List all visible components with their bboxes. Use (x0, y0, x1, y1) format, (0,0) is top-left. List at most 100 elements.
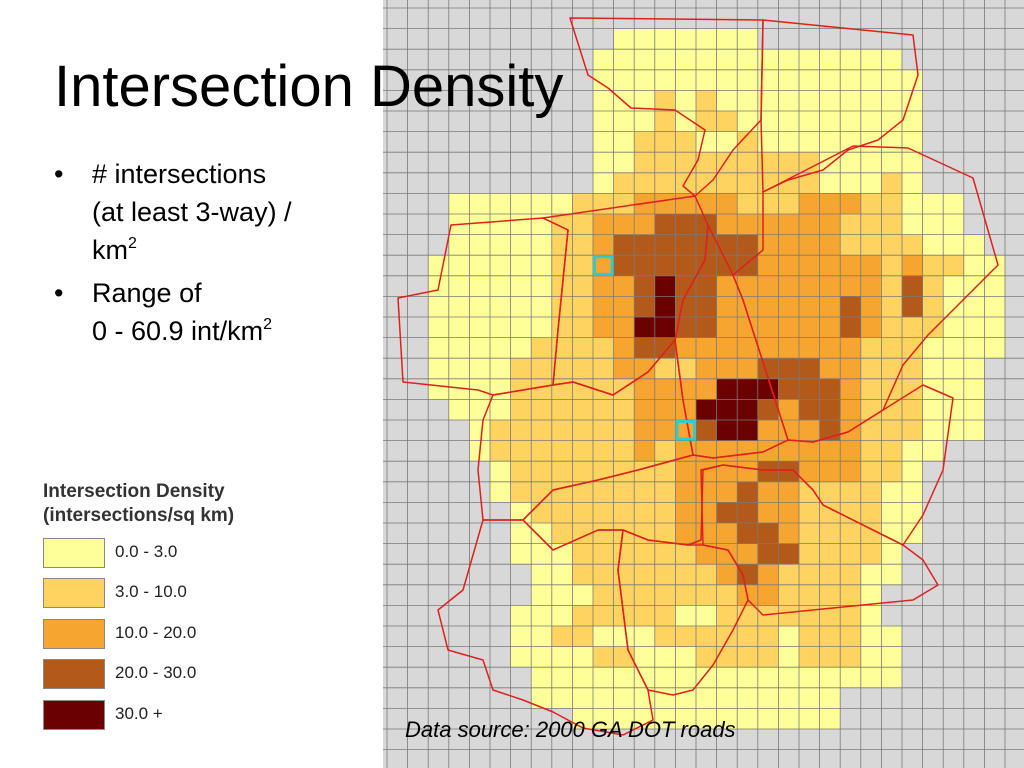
density-cell (778, 152, 799, 173)
density-cell (510, 296, 532, 317)
density-cell (490, 481, 511, 503)
density-cell (469, 378, 490, 400)
density-cell (881, 461, 902, 482)
density-cell (654, 440, 676, 462)
density-cell (551, 420, 573, 441)
density-cell (675, 69, 696, 91)
density-cell (716, 502, 738, 523)
density-cell (469, 296, 490, 317)
density-cell (613, 667, 635, 688)
density-cell (634, 358, 655, 379)
density-cell (551, 667, 573, 688)
density-cell (737, 193, 758, 214)
density-cell (737, 461, 758, 482)
density-cell (860, 358, 882, 379)
density-cell (634, 337, 655, 359)
density-cell (675, 111, 696, 132)
density-cell (737, 131, 758, 153)
density-cell (593, 358, 614, 379)
density-cell (613, 564, 635, 585)
density-cell (757, 317, 779, 338)
density-cell (716, 461, 738, 482)
density-cell (551, 440, 573, 462)
density-cell (634, 584, 655, 606)
density-cell (696, 49, 717, 70)
density-cell (757, 193, 779, 214)
density-cell (778, 255, 799, 276)
density-cell (654, 378, 676, 400)
density-cell (572, 255, 593, 276)
density-cell (634, 399, 655, 420)
density-cell (490, 399, 511, 420)
density-cell (613, 193, 635, 214)
density-cell (881, 358, 902, 379)
density-cell (654, 502, 676, 523)
density-cell (943, 399, 964, 420)
density-cell (778, 296, 799, 317)
density-cell (593, 111, 614, 132)
density-cell (428, 255, 449, 276)
density-cell (799, 214, 820, 235)
density-cell (490, 317, 511, 338)
density-cell (634, 317, 655, 338)
density-cell (634, 152, 655, 173)
density-cell (799, 111, 820, 132)
density-cell (860, 481, 882, 503)
density-cell (490, 358, 511, 379)
density-cell (613, 69, 635, 91)
density-cell (963, 255, 985, 276)
density-cell (757, 214, 779, 235)
density-cell (551, 523, 573, 544)
density-cell (757, 502, 779, 523)
density-cell (860, 69, 882, 91)
density-cell (963, 296, 985, 317)
density-cell (943, 275, 964, 297)
density-cell (634, 461, 655, 482)
density-cell (531, 646, 552, 668)
density-cell (675, 564, 696, 585)
density-cell (593, 502, 614, 523)
density-cell (860, 337, 882, 359)
density-cell (531, 584, 552, 606)
density-cell (613, 317, 635, 338)
density-cell (799, 605, 820, 626)
density-cell (634, 255, 655, 276)
density-cell (840, 543, 861, 565)
density-cell (675, 172, 696, 194)
density-cells (428, 28, 1005, 729)
density-cell (634, 131, 655, 153)
density-cell (881, 317, 902, 338)
density-cell (799, 687, 820, 709)
density-cell (881, 646, 902, 668)
density-cell (675, 461, 696, 482)
density-cell (613, 358, 635, 379)
density-cell (654, 626, 676, 647)
density-cell (696, 543, 717, 565)
density-cell (551, 646, 573, 668)
density-cell (634, 626, 655, 647)
density-cell (696, 131, 717, 153)
density-cell (613, 481, 635, 503)
density-cell (675, 523, 696, 544)
density-cell (654, 275, 676, 297)
density-cell (613, 337, 635, 359)
density-cell (593, 317, 614, 338)
density-cell (881, 275, 902, 297)
density-cell (613, 111, 635, 132)
density-cell (778, 90, 799, 111)
density-cell (531, 605, 552, 626)
density-cell (943, 317, 964, 338)
density-cell (593, 687, 614, 709)
density-cell (593, 214, 614, 235)
legend-swatch (43, 659, 105, 689)
density-cell (757, 461, 779, 482)
density-cell (778, 378, 799, 400)
density-cell (510, 193, 532, 214)
density-cell (510, 317, 532, 338)
highlighted-cell (675, 420, 696, 441)
density-cell (716, 90, 738, 111)
density-cell (572, 543, 593, 565)
density-cell (737, 523, 758, 544)
density-cell (572, 667, 593, 688)
density-cell (510, 420, 532, 441)
